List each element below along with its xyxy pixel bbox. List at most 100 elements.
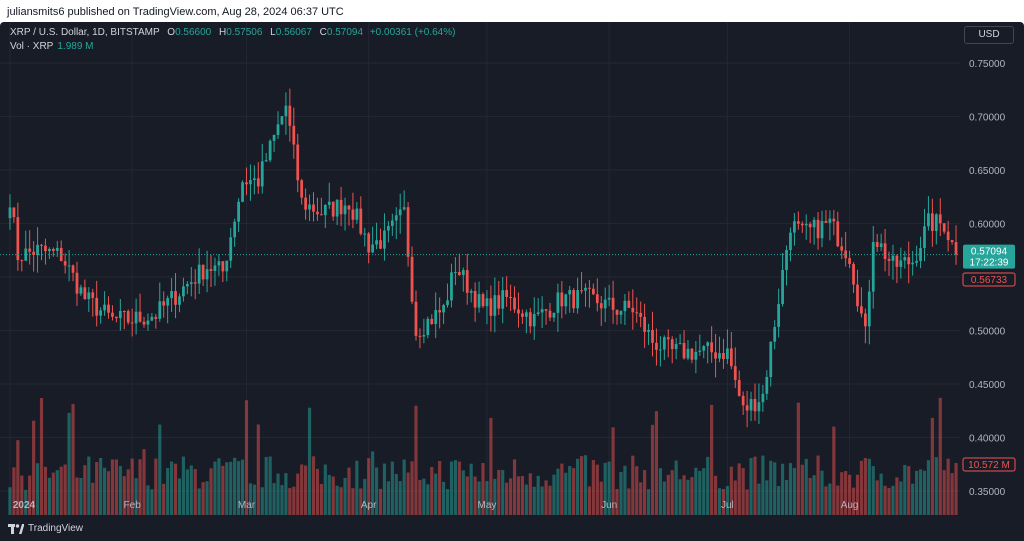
volume-bar bbox=[51, 472, 55, 515]
volume-bar bbox=[489, 417, 493, 515]
candle-body bbox=[308, 204, 311, 210]
candle bbox=[20, 259, 24, 272]
candle bbox=[142, 316, 146, 328]
volume-bar bbox=[576, 458, 580, 515]
candle-body bbox=[745, 405, 749, 411]
candle bbox=[249, 164, 252, 201]
candle-body bbox=[871, 242, 875, 292]
volume-bar bbox=[757, 483, 761, 515]
volume-bar bbox=[564, 472, 568, 515]
candle bbox=[465, 253, 469, 305]
volume-bar bbox=[75, 477, 79, 515]
candle bbox=[209, 254, 213, 287]
candle-body bbox=[887, 258, 891, 261]
candle-body bbox=[607, 297, 611, 300]
candle bbox=[611, 280, 615, 324]
candle-body bbox=[280, 116, 284, 125]
volume-bar bbox=[899, 481, 903, 515]
volume-bar bbox=[907, 466, 911, 515]
candle bbox=[197, 248, 201, 294]
volume-bar bbox=[103, 467, 107, 515]
volume-bar bbox=[205, 481, 209, 515]
candle-body bbox=[599, 303, 603, 309]
volume-bar bbox=[698, 470, 702, 515]
candle-body bbox=[710, 342, 714, 353]
volume-bar bbox=[848, 474, 852, 515]
candle-body bbox=[107, 304, 110, 313]
candle bbox=[690, 347, 694, 364]
candle-body bbox=[595, 294, 599, 304]
tradingview-logo[interactable]: TradingView bbox=[8, 523, 83, 534]
candle bbox=[879, 233, 883, 252]
volume-bar bbox=[438, 460, 442, 515]
volume-bar bbox=[126, 469, 130, 515]
volume-bar bbox=[422, 478, 426, 515]
candle bbox=[497, 280, 501, 316]
candle-body bbox=[907, 257, 911, 265]
volume-bar bbox=[390, 461, 394, 515]
currency-button[interactable]: USD bbox=[964, 26, 1014, 44]
volume-bar bbox=[788, 463, 793, 515]
candle-body bbox=[493, 295, 497, 316]
volume-label: Vol · XRP bbox=[10, 41, 54, 52]
candle-body bbox=[237, 201, 240, 222]
volume-bar bbox=[367, 458, 371, 515]
candle-body bbox=[284, 105, 288, 117]
change-value: +0.00361 (+0.64%) bbox=[369, 27, 456, 38]
candle-body bbox=[828, 218, 832, 223]
volume-bar bbox=[181, 456, 185, 515]
candle bbox=[16, 202, 20, 271]
volume-bar bbox=[509, 478, 513, 515]
candle bbox=[919, 236, 922, 269]
volume-bar bbox=[643, 470, 647, 515]
candlestick-chart[interactable]: 0.750000.700000.650000.600000.550000.500… bbox=[0, 22, 1024, 519]
volume-bar bbox=[832, 426, 836, 515]
candle-body bbox=[954, 242, 958, 255]
volume-bar bbox=[816, 455, 820, 515]
footer-bar: TradingView bbox=[0, 519, 1024, 541]
candle bbox=[781, 252, 784, 307]
volume-bar bbox=[887, 487, 891, 515]
candle bbox=[379, 228, 382, 250]
candle-body bbox=[532, 314, 536, 327]
volume-bar bbox=[280, 485, 284, 515]
volume-bar bbox=[457, 461, 461, 515]
candle bbox=[260, 143, 264, 194]
chart-panel[interactable]: 0.750000.700000.650000.600000.550000.500… bbox=[0, 22, 1024, 519]
candle bbox=[12, 207, 16, 223]
candle bbox=[162, 291, 166, 318]
volume-bar bbox=[177, 478, 182, 515]
candle-body bbox=[808, 223, 812, 228]
candle-body bbox=[454, 271, 457, 273]
candle-body bbox=[103, 304, 106, 311]
candle bbox=[718, 336, 721, 363]
candle bbox=[623, 294, 627, 326]
candle bbox=[686, 339, 690, 361]
candle bbox=[473, 282, 477, 322]
candle-body bbox=[457, 271, 461, 276]
candle-body bbox=[245, 182, 248, 185]
candle bbox=[264, 153, 268, 162]
tradingview-logo-icon bbox=[8, 523, 24, 534]
candle-body bbox=[749, 398, 753, 411]
candle bbox=[726, 329, 729, 364]
candle-body bbox=[505, 290, 509, 298]
volume-bar bbox=[63, 464, 67, 515]
candle bbox=[316, 197, 319, 221]
candle bbox=[903, 251, 907, 269]
volume-bar bbox=[378, 488, 383, 515]
candle bbox=[414, 290, 418, 341]
candle bbox=[682, 330, 686, 360]
volume-bar bbox=[497, 469, 501, 515]
candle-body bbox=[662, 337, 666, 350]
candle-body bbox=[915, 260, 918, 263]
high-value: 0.57506 bbox=[226, 27, 263, 38]
volume-bar bbox=[225, 462, 229, 515]
candle-body bbox=[288, 105, 292, 126]
candle-body bbox=[513, 297, 516, 310]
volume-bar bbox=[769, 460, 773, 515]
volume-bar bbox=[170, 461, 174, 515]
volume-bar bbox=[106, 471, 111, 515]
volume-bar bbox=[154, 458, 158, 515]
candle bbox=[71, 264, 75, 282]
